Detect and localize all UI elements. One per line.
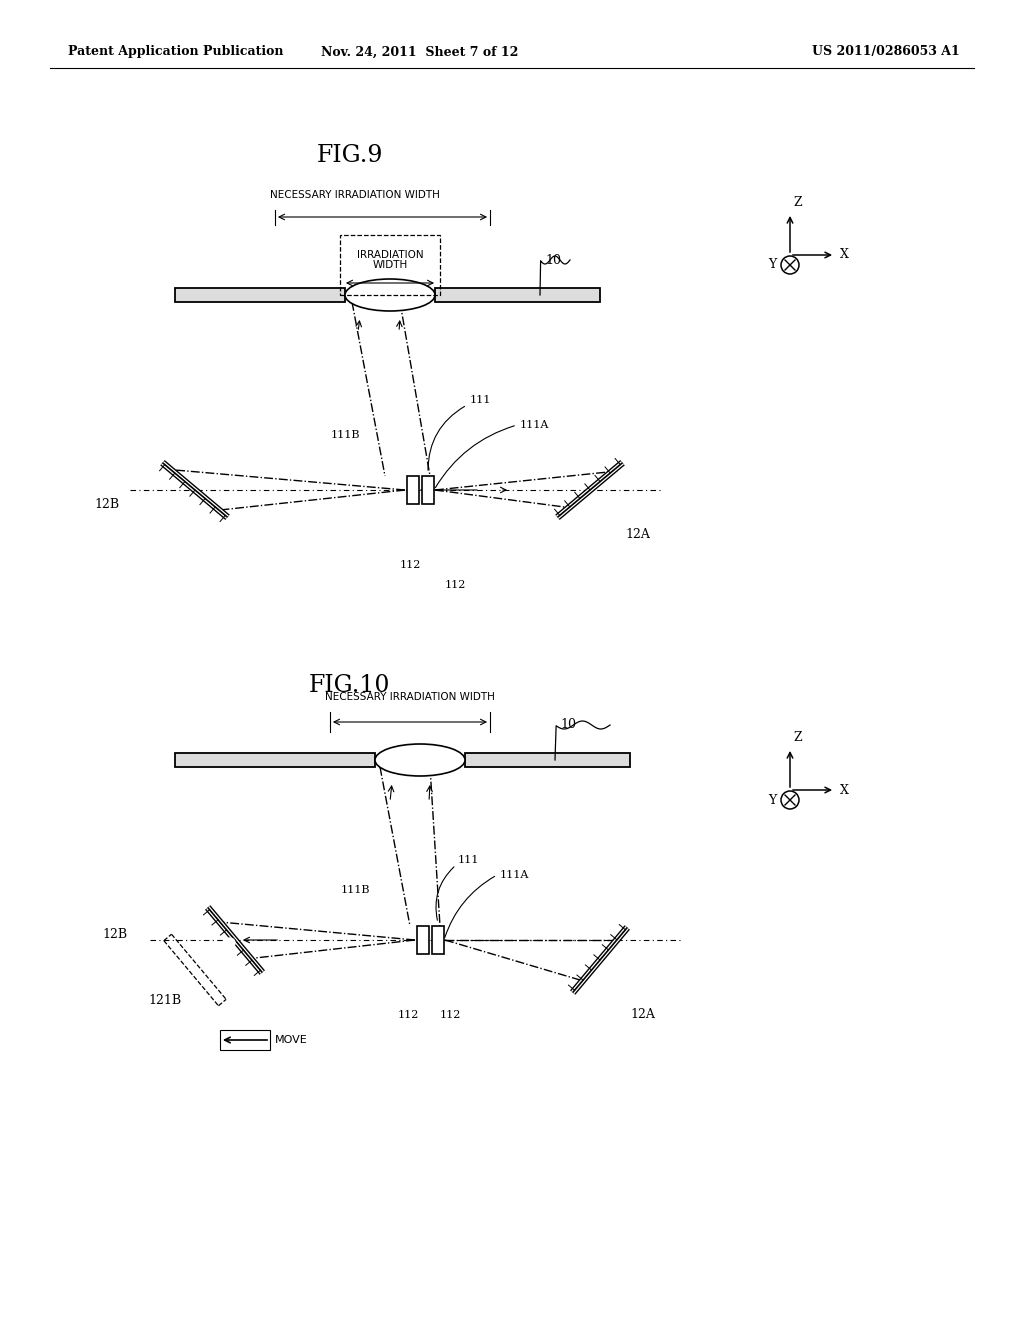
- Text: FIG.10: FIG.10: [309, 673, 391, 697]
- Text: NECESSARY IRRADIATION WIDTH: NECESSARY IRRADIATION WIDTH: [325, 692, 495, 702]
- Text: 112: 112: [397, 1010, 419, 1020]
- Text: 111A: 111A: [520, 420, 549, 430]
- Text: MOVE: MOVE: [275, 1035, 308, 1045]
- Bar: [422, 477, 433, 504]
- Text: IRRADIATION
WIDTH: IRRADIATION WIDTH: [356, 249, 423, 271]
- Bar: [431, 927, 443, 954]
- Text: FIG.9: FIG.9: [316, 144, 383, 166]
- Text: 111: 111: [458, 855, 479, 865]
- Bar: [435, 288, 600, 302]
- Text: Nov. 24, 2011  Sheet 7 of 12: Nov. 24, 2011 Sheet 7 of 12: [322, 45, 519, 58]
- Text: 12B: 12B: [102, 928, 128, 941]
- Text: 111B: 111B: [341, 884, 370, 895]
- Text: Z: Z: [793, 195, 802, 209]
- Bar: [340, 235, 440, 294]
- Bar: [175, 752, 375, 767]
- Text: Y: Y: [768, 793, 776, 807]
- Ellipse shape: [345, 279, 435, 312]
- Bar: [465, 752, 630, 767]
- Text: X: X: [840, 248, 849, 261]
- Text: NECESSARY IRRADIATION WIDTH: NECESSARY IRRADIATION WIDTH: [270, 190, 440, 201]
- Text: 111: 111: [470, 395, 492, 405]
- Text: Patent Application Publication: Patent Application Publication: [68, 45, 284, 58]
- Bar: [175, 288, 345, 302]
- Text: X: X: [840, 784, 849, 796]
- Ellipse shape: [375, 744, 465, 776]
- Text: 112: 112: [444, 579, 466, 590]
- Circle shape: [225, 939, 234, 948]
- Text: 111B: 111B: [331, 430, 360, 440]
- Text: 10: 10: [545, 253, 561, 267]
- Bar: [417, 927, 428, 954]
- Text: 12A: 12A: [625, 528, 650, 541]
- Text: 10: 10: [560, 718, 575, 731]
- Bar: [407, 477, 419, 504]
- Text: US 2011/0286053 A1: US 2011/0286053 A1: [812, 45, 961, 58]
- Text: 111A: 111A: [500, 870, 529, 880]
- Text: 12B: 12B: [95, 499, 120, 511]
- Text: Z: Z: [793, 731, 802, 744]
- Bar: [220, 1030, 270, 1049]
- Text: 12A: 12A: [630, 1008, 655, 1022]
- Text: 112: 112: [399, 560, 421, 570]
- Text: Y: Y: [768, 259, 776, 272]
- Text: 121B: 121B: [148, 994, 181, 1006]
- Text: 112: 112: [439, 1010, 461, 1020]
